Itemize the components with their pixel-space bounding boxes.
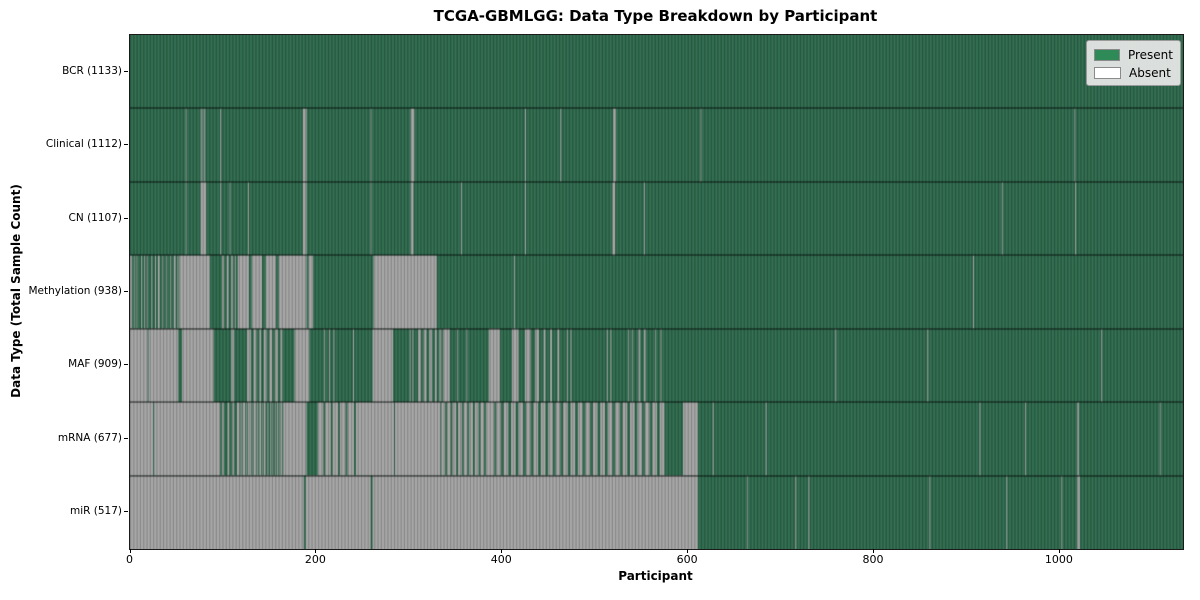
x-tick-mark — [315, 549, 316, 553]
x-tick-mark — [1059, 549, 1060, 553]
x-tick-label: 1000 — [1044, 553, 1073, 566]
legend-item-absent: Absent — [1094, 65, 1173, 80]
x-tick-label: 800 — [862, 553, 884, 566]
x-tick-label: 200 — [304, 553, 326, 566]
row-label-mir: miR (517) — [69, 505, 122, 518]
legend-label-absent: Absent — [1129, 65, 1171, 80]
row-label-maf: MAF (909) — [68, 358, 122, 371]
row-label-clinical: Clinical (1112) — [45, 138, 122, 151]
x-tick-label: 600 — [676, 553, 698, 566]
legend-item-present: Present — [1094, 47, 1173, 62]
x-tick-mark — [130, 549, 131, 553]
x-tick-label: 0 — [126, 553, 133, 566]
x-tick-mark — [501, 549, 502, 553]
y-tick-mark — [124, 144, 128, 145]
legend-label-present: Present — [1127, 47, 1173, 62]
legend: Present Absent — [1086, 40, 1181, 86]
x-axis-label: Participant — [618, 569, 693, 583]
chart-title: TCGA-GBMLGG: Data Type Breakdown by Part… — [433, 7, 878, 25]
y-tick-mark — [124, 364, 128, 365]
legend-swatch-present-icon — [1094, 48, 1120, 61]
heatmap-canvas — [130, 35, 1183, 549]
y-tick-mark — [124, 511, 128, 512]
x-tick-mark — [873, 549, 874, 553]
y-tick-mark — [124, 291, 128, 292]
row-label-methylation: Methylation (938) — [28, 285, 122, 297]
row-label-cn: CN (1107) — [68, 211, 122, 224]
y-tick-mark — [124, 438, 128, 439]
row-label-bcr: BCR (1133) — [62, 64, 122, 77]
x-tick-mark — [687, 549, 688, 553]
y-tick-mark — [124, 218, 128, 219]
y-tick-mark — [124, 71, 128, 72]
legend-swatch-absent-icon — [1094, 66, 1121, 79]
row-label-mrna: mRNA (677) — [57, 431, 122, 444]
x-tick-label: 400 — [490, 553, 512, 566]
plot-area — [129, 34, 1184, 550]
